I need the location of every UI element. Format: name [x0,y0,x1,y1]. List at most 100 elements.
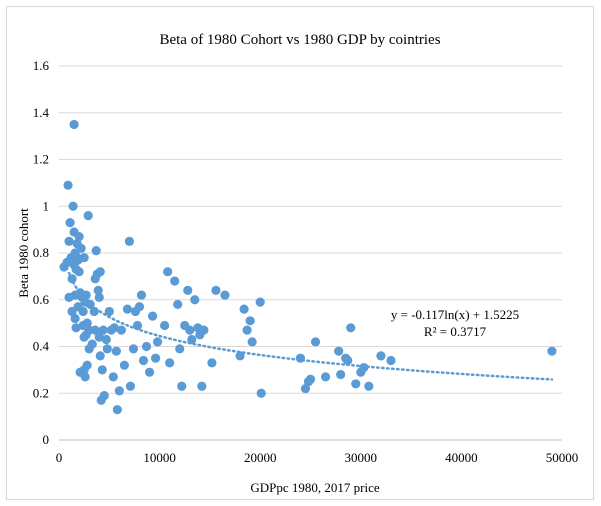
data-point [163,267,173,277]
data-point [173,299,183,310]
data-point [111,346,121,356]
y-tick-label: 0.8 [33,245,49,260]
data-point [152,337,163,347]
data-point [132,320,143,331]
y-tick-label: 0 [43,432,50,447]
data-point [85,299,95,310]
data-point [310,337,321,347]
data-point [81,290,91,300]
data-point [98,325,108,335]
data-point [220,290,230,300]
data-point [82,318,92,328]
data-point [67,274,77,284]
data-point [343,355,353,366]
data-point [147,311,158,321]
data-point [74,267,84,277]
data-point [65,218,75,228]
data-point [175,344,185,354]
x-tick-label: 40000 [445,450,478,465]
data-point [90,325,100,335]
trendline [67,271,554,381]
y-tick-label: 0.6 [33,292,50,307]
y-tick-label: 0.4 [33,339,50,354]
data-point [91,246,101,256]
trendline-r-squared: R² = 0.3717 [424,324,487,339]
data-point [376,351,386,361]
data-point [364,381,374,391]
data-point [305,374,316,384]
x-tick-label: 30000 [345,450,378,465]
data-point [239,304,249,314]
data-point [136,290,147,300]
axes: 0 0.2 0.4 0.6 0.8 1 1.2 1.4 1.6 0 10000 20000 30000 4… [33,58,579,465]
data-point [138,355,149,366]
data-point [247,337,257,347]
data-point [160,320,170,331]
data-point [207,358,217,368]
chart-title: Beta of 1980 Cohort vs 1980 GDP by coint… [159,32,440,48]
data-point [94,332,104,342]
data-point [255,297,265,307]
data-point [76,243,86,253]
data-point [95,267,105,277]
data-point [245,316,255,326]
data-point [150,353,161,363]
data-point [78,306,88,317]
data-point [82,360,92,370]
data-point [170,276,180,286]
y-tick-label: 1.4 [33,105,50,120]
data-point [112,405,122,415]
data-point [102,344,112,354]
data-point [94,292,104,303]
data-point [336,369,346,380]
data-point [80,372,90,382]
x-axis-label: GDPpc 1980, 2017 price [250,480,379,495]
data-point [114,386,124,396]
data-point [128,344,139,354]
data-point [320,372,331,382]
data-point [74,232,84,242]
data-point [334,346,344,356]
data-point [97,365,107,375]
data-point [351,379,361,389]
data-point [119,360,129,370]
data-point [64,236,74,246]
data-point [190,295,200,305]
data-point [235,351,245,361]
data-point [108,372,118,382]
data-point [93,285,103,295]
data-point [197,381,207,391]
data-point [116,325,126,335]
data-point [87,339,97,349]
y-tick-label: 1 [43,198,50,213]
trendline-equation: y = -0.117ln(x) + 1.5225 [391,307,519,322]
y-axis-label: Beta 1980 cohort [16,208,31,298]
data-point [71,323,81,333]
data-point [211,285,221,295]
data-point [125,381,136,391]
data-point [183,285,193,295]
y-tick-label: 1.6 [33,58,50,73]
data-point [185,325,195,335]
data-point [256,388,266,398]
y-tick-label: 0.2 [33,385,49,400]
data-point [165,358,175,368]
data-point [295,353,306,363]
data-point [68,201,78,211]
data-point [359,362,369,373]
data-point [300,383,311,394]
x-tick-label: 20000 [244,450,277,465]
data-point [70,313,80,324]
data-point [101,334,111,345]
x-tick-label: 50000 [546,450,579,465]
data-point [144,367,155,377]
data-point [104,306,114,317]
data-point [386,355,396,366]
data-point [177,381,187,391]
data-point [187,334,197,345]
data-point [346,323,356,333]
data-point [242,325,252,335]
data-point [199,325,209,335]
data-point [83,211,93,221]
